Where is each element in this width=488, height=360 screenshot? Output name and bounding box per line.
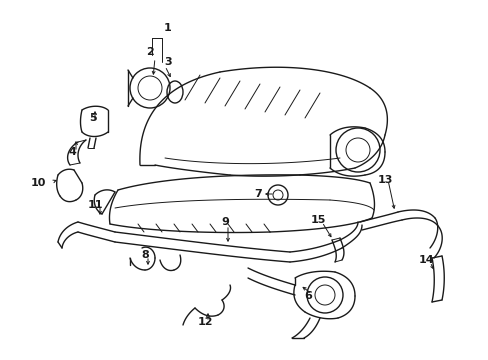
Text: 6: 6 xyxy=(304,291,311,301)
Text: 7: 7 xyxy=(254,189,262,199)
Text: 14: 14 xyxy=(418,255,434,265)
Text: 2: 2 xyxy=(146,47,154,57)
Text: 4: 4 xyxy=(68,147,76,157)
Text: 8: 8 xyxy=(141,250,148,260)
Text: 3: 3 xyxy=(164,57,171,67)
Text: 10: 10 xyxy=(30,178,45,188)
Text: 12: 12 xyxy=(197,317,212,327)
Text: 9: 9 xyxy=(221,217,228,227)
Text: 13: 13 xyxy=(377,175,392,185)
Text: 15: 15 xyxy=(310,215,325,225)
Text: 1: 1 xyxy=(164,23,171,33)
Text: 11: 11 xyxy=(87,200,102,210)
Text: 5: 5 xyxy=(89,113,97,123)
